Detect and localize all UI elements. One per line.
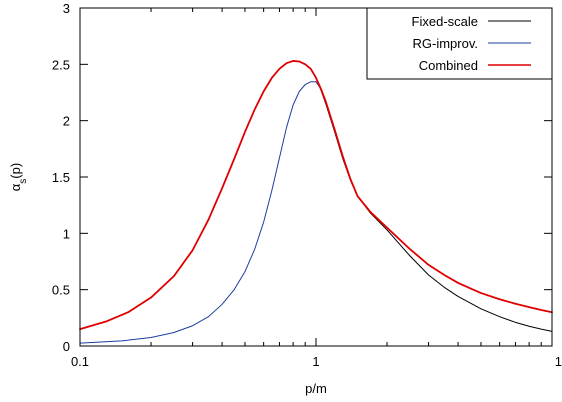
y-axis-label-sub: s — [18, 179, 29, 184]
legend: Fixed-scale RG-improv. Combined — [366, 7, 553, 80]
y-tick-label: 2 — [63, 114, 70, 129]
rg-improv-curve — [79, 81, 553, 344]
y-tick-label: 1 — [63, 226, 70, 241]
fixed-scale-curve — [79, 60, 553, 332]
y-tick-label: 0 — [63, 339, 70, 354]
y-axis-label: αs(p) — [8, 163, 29, 191]
y-axis-label-suffix: (p) — [8, 163, 23, 179]
x-tick-label: 1 — [312, 354, 319, 369]
legend-label-fixed-scale: Fixed-scale — [412, 14, 478, 29]
y-tick-label: 3 — [63, 1, 70, 16]
y-tick-label: 1.5 — [52, 170, 70, 185]
x-tick-label: 10 — [555, 354, 562, 369]
y-tick-label: 2.5 — [52, 57, 70, 72]
combined-curve — [79, 60, 553, 330]
y-tick-label: 0.5 — [52, 283, 70, 298]
curves-layer — [79, 60, 553, 344]
legend-label-rg-improv: RG-improv. — [413, 36, 478, 51]
y-axis-label-main: α — [8, 183, 23, 191]
x-tick-label: 0.1 — [71, 354, 89, 369]
legend-label-combined: Combined — [419, 58, 478, 73]
x-axis-label: p/m — [305, 381, 327, 396]
